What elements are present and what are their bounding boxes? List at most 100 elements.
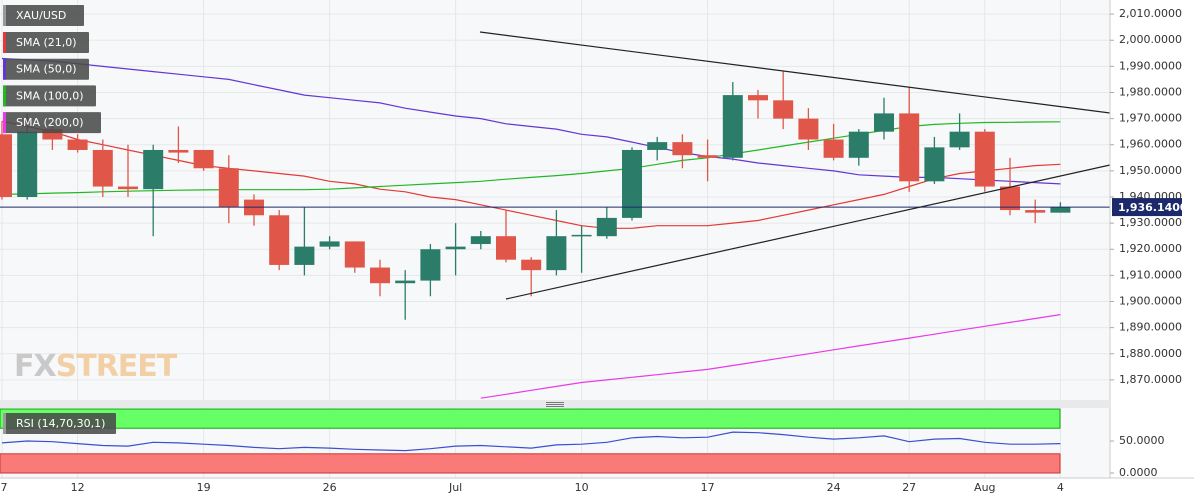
legend-label: SMA (100,0) xyxy=(16,89,84,102)
legend-item[interactable]: SMA (100,0) xyxy=(3,85,96,107)
y-tick-label: 1,870.0000 xyxy=(1119,373,1182,386)
y-tick-label: 1,880.0000 xyxy=(1119,347,1182,360)
watermark-prefix: FX xyxy=(14,349,56,384)
candle-body xyxy=(647,142,668,150)
candle-body xyxy=(168,149,189,153)
x-tick-label: 10 xyxy=(575,481,589,494)
candle-body xyxy=(949,131,970,148)
candle-body xyxy=(445,246,466,250)
trendline xyxy=(505,164,1111,300)
watermark: FXSTREET xyxy=(14,349,178,384)
candle-body xyxy=(0,134,12,197)
y-tick-label: 0.0000 xyxy=(1119,466,1158,479)
line xyxy=(480,314,1061,399)
y-tick-label: 1,990.0000 xyxy=(1119,59,1182,72)
trendline xyxy=(479,31,1111,114)
y-tick-label: 50.0000 xyxy=(1119,434,1165,447)
candle-body xyxy=(218,168,239,208)
indicator xyxy=(0,408,1061,474)
legend-swatch xyxy=(3,85,6,107)
legend-box xyxy=(3,112,101,134)
candle-body xyxy=(773,100,794,119)
candle-body xyxy=(697,155,718,158)
candle-body xyxy=(596,217,617,237)
legend-swatch xyxy=(3,32,6,53)
candle-body xyxy=(823,139,844,158)
watermark-suffix: STREET xyxy=(56,349,178,384)
grid xyxy=(0,0,1110,478)
y-tick-label: 1,970.0000 xyxy=(1119,112,1182,125)
legend-item[interactable]: SMA (21,0) xyxy=(3,32,89,53)
candle-body xyxy=(1025,210,1046,213)
legend-label: RSI (14,70,30,1) xyxy=(16,417,105,430)
x-tick-label: 4 xyxy=(1057,481,1064,494)
legend-swatch xyxy=(3,58,6,80)
axes: 1,870.0000 1,880.0000 1,890.0000 1,900.0000… xyxy=(1,7,1188,494)
legend-label: SMA (50,0) xyxy=(16,63,77,76)
legend-swatch xyxy=(3,5,6,26)
candle-body xyxy=(1000,186,1020,211)
x-tick-label: Jul xyxy=(448,481,462,494)
candle-body xyxy=(42,129,63,140)
candle-body xyxy=(370,267,390,284)
candle-body xyxy=(67,139,88,150)
candle-body xyxy=(319,241,340,247)
x-tick-label: 24 xyxy=(827,481,841,494)
line xyxy=(1,57,1061,185)
candle-body xyxy=(874,113,894,132)
legend-label: SMA (200,0) xyxy=(16,116,84,129)
legend: XAU/USD SMA (21,0) SMA (50,0) SMA (100,0) SM… xyxy=(3,5,116,434)
legend-swatch xyxy=(3,112,6,134)
candle-body xyxy=(294,246,315,265)
candle-body xyxy=(496,236,516,260)
x-tick-label: 26 xyxy=(323,481,337,494)
candle-body xyxy=(193,149,214,169)
y-tick-label: 1,930.0000 xyxy=(1119,216,1182,229)
legend-label: XAU/USD xyxy=(16,9,66,22)
legend-swatch xyxy=(3,413,6,434)
y-tick-label: 2,010.0000 xyxy=(1119,7,1182,20)
legend-item[interactable]: RSI (14,70,30,1) xyxy=(3,413,116,434)
x-tick-label: 7 xyxy=(1,481,8,494)
last-price-tag xyxy=(1112,198,1182,217)
x-tick-label: 17 xyxy=(701,481,715,494)
legend-box xyxy=(3,85,96,107)
candle-body xyxy=(974,131,995,187)
marks: FXSTREET xyxy=(0,57,1110,474)
legend-box xyxy=(3,58,89,80)
x-tick-label: 27 xyxy=(902,481,916,494)
last-price-label: 1,936.1400 xyxy=(1118,201,1188,214)
pane-handle[interactable] xyxy=(546,402,564,407)
candle-body xyxy=(798,118,819,140)
candle-body xyxy=(546,236,567,271)
legend-item[interactable]: XAU/USD xyxy=(3,5,84,26)
candle-body xyxy=(722,95,743,158)
candle-body xyxy=(672,142,693,156)
candle-body xyxy=(269,215,290,265)
candle-body xyxy=(420,249,441,281)
plot-background xyxy=(0,0,1110,400)
legend-item[interactable]: SMA (50,0) xyxy=(3,58,89,80)
candle-body xyxy=(395,280,416,284)
candle-body xyxy=(17,131,38,197)
legend-item[interactable]: SMA (200,0) xyxy=(3,112,101,134)
legend-box xyxy=(3,32,89,53)
legend-box xyxy=(3,413,116,434)
candle-body xyxy=(470,236,491,245)
candle-body xyxy=(344,241,365,268)
x-tick-label: 19 xyxy=(197,481,211,494)
x-tick-label: 12 xyxy=(71,481,85,494)
y-tick-label: 1,900.0000 xyxy=(1119,295,1182,308)
candles xyxy=(0,57,1110,399)
y-tick-label: 1,960.0000 xyxy=(1119,138,1182,151)
x-tick-label: Aug xyxy=(974,481,995,494)
legend-label: SMA (21,0) xyxy=(16,36,77,49)
candle-body xyxy=(848,131,869,158)
candle-body xyxy=(143,149,164,190)
candle-body xyxy=(521,259,542,271)
y-tick-label: 1,890.0000 xyxy=(1119,321,1182,334)
y-tick-label: 1,950.0000 xyxy=(1119,164,1182,177)
candle-body xyxy=(571,234,592,237)
candle-body xyxy=(1050,207,1071,213)
